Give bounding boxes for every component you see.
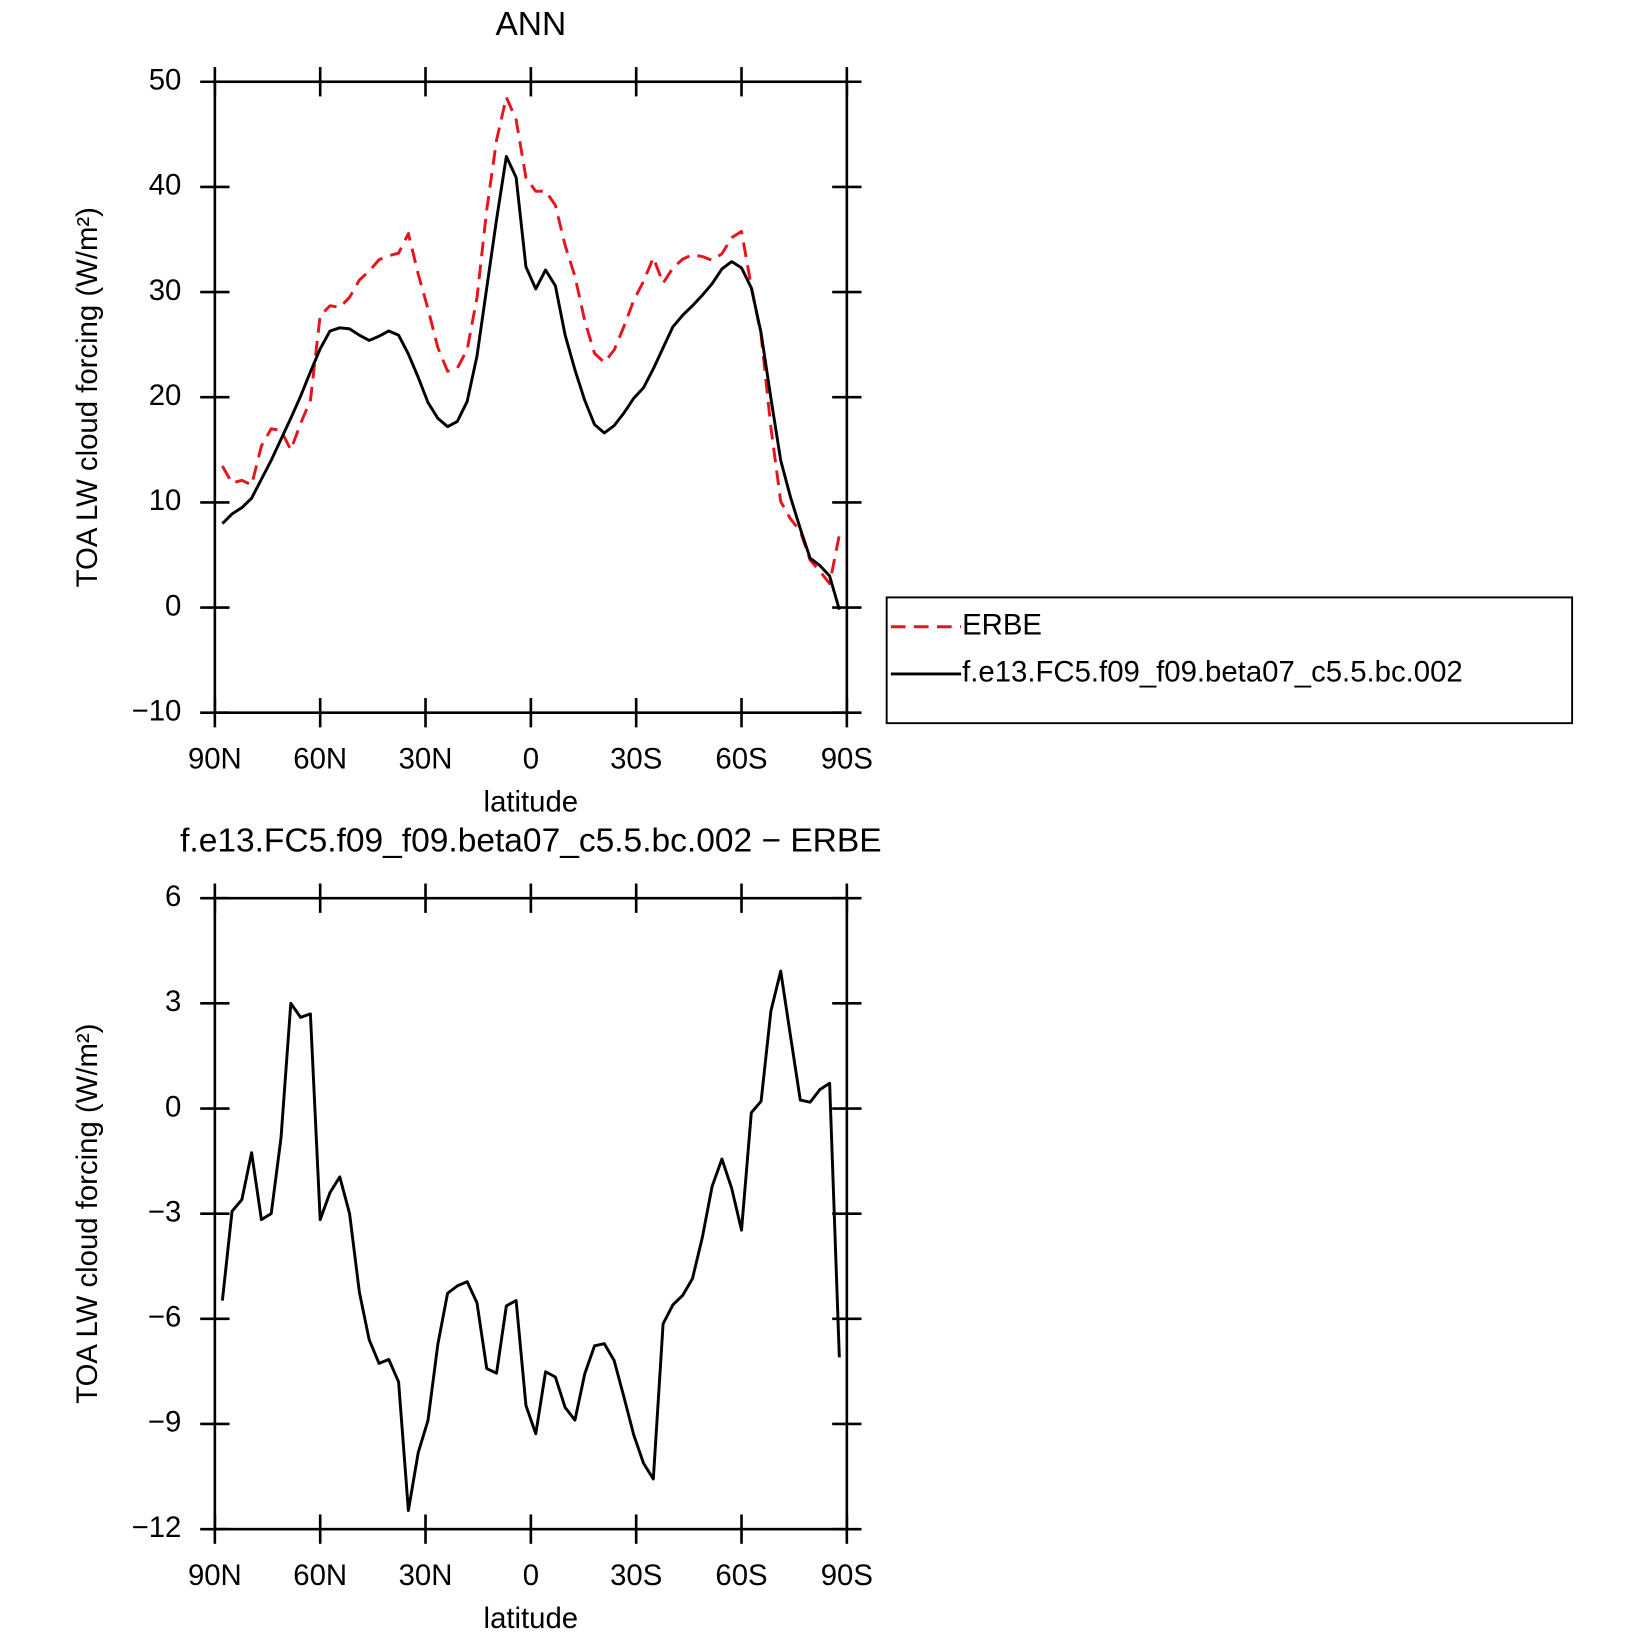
y-tick-label: 10	[149, 484, 182, 517]
x-tick-label: 90N	[188, 1559, 242, 1592]
x-tick-label: 90S	[821, 1559, 873, 1592]
x-axis-label: latitude	[484, 1602, 579, 1635]
y-tick-label: −10	[132, 694, 182, 727]
y-axis-label: TOA LW cloud forcing (W/m²)	[71, 1024, 104, 1404]
legend-label: f.e13.FC5.f09_f09.beta07_c5.5.bc.002	[962, 656, 1463, 689]
data-line	[221, 154, 841, 611]
x-tick-label: 60S	[715, 1559, 767, 1592]
plot-frame	[213, 896, 849, 1531]
y-axis-label: TOA LW cloud forcing (W/m²)	[71, 207, 104, 587]
x-tick-label: 90S	[821, 743, 873, 776]
y-tick-label: −12	[132, 1511, 182, 1544]
y-tick-label: 3	[165, 985, 181, 1018]
y-tick-label: 20	[149, 379, 182, 412]
x-tick-label: 60N	[293, 743, 347, 776]
y-tick-label: 50	[149, 64, 182, 97]
legend-label: ERBE	[962, 609, 1042, 642]
legend-box	[885, 596, 1574, 725]
y-tick-label: −3	[148, 1195, 181, 1228]
x-tick-label: 60S	[715, 743, 767, 776]
x-tick-label: 30N	[399, 1559, 453, 1592]
y-tick-label: −9	[148, 1406, 181, 1439]
x-tick-label: 90N	[188, 743, 242, 776]
y-tick-label: 0	[165, 1090, 181, 1123]
data-line	[221, 95, 841, 586]
chart-title: ANN	[495, 6, 566, 43]
y-tick-label: −6	[148, 1301, 181, 1334]
chart-title: f.e13.FC5.f09_f09.beta07_c5.5.bc.002 − E…	[180, 823, 882, 860]
x-axis-label: latitude	[484, 786, 579, 819]
y-tick-label: 30	[149, 274, 182, 307]
x-tick-label: 0	[523, 1559, 539, 1592]
x-tick-label: 30S	[610, 743, 662, 776]
x-tick-label: 0	[523, 743, 539, 776]
x-tick-label: 60N	[293, 1559, 347, 1592]
y-tick-label: 0	[165, 589, 181, 622]
y-tick-label: 6	[165, 880, 181, 913]
x-tick-label: 30S	[610, 1559, 662, 1592]
y-tick-label: 40	[149, 169, 182, 202]
x-tick-label: 30N	[399, 743, 453, 776]
data-line	[220, 969, 841, 1513]
